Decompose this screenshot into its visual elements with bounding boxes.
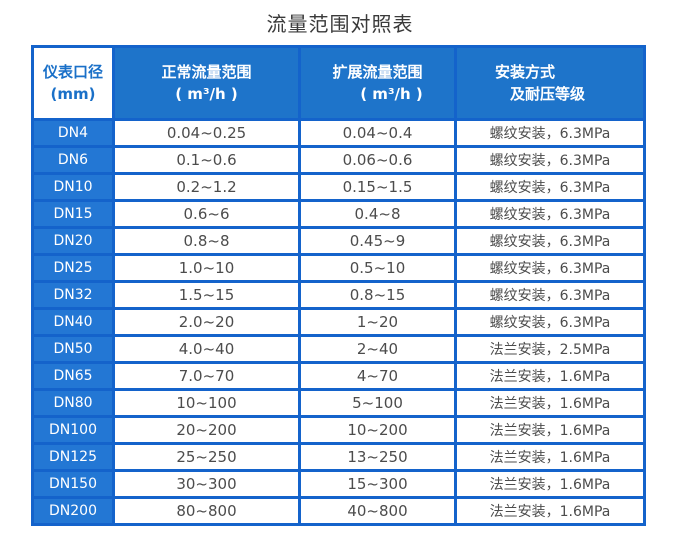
cell-normal-flow-range: 80~800 — [115, 499, 298, 523]
cell-meter-diameter: DN40 — [34, 310, 112, 334]
cell-install-method: 法兰安装，2.5MPa — [457, 337, 643, 361]
header-extended-flow-range: 扩展流量范围 ( m³/h ) — [301, 48, 454, 118]
header-install-method: 安装方式 及耐压等级 — [457, 48, 643, 118]
table-row: DN6 0.1~0.6 0.06~0.6 螺纹安装，6.3MPa — [34, 148, 643, 172]
cell-normal-flow-range: 0.2~1.2 — [115, 175, 298, 199]
cell-extended-flow-range: 4~70 — [301, 364, 454, 388]
cell-meter-diameter: DN6 — [34, 148, 112, 172]
cell-extended-flow-range: 0.4~8 — [301, 202, 454, 226]
cell-install-method: 法兰安装，1.6MPa — [457, 472, 643, 496]
cell-meter-diameter: DN15 — [34, 202, 112, 226]
cell-install-method: 螺纹安装，6.3MPa — [457, 202, 643, 226]
cell-normal-flow-range: 25~250 — [115, 445, 298, 469]
cell-install-method: 螺纹安装，6.3MPa — [457, 229, 643, 253]
cell-normal-flow-range: 7.0~70 — [115, 364, 298, 388]
cell-meter-diameter: DN4 — [34, 121, 112, 145]
header-normal-flow-range: 正常流量范围 ( m³/h ) — [115, 48, 298, 118]
cell-normal-flow-range: 2.0~20 — [115, 310, 298, 334]
table-row: DN80 10~100 5~100 法兰安装，1.6MPa — [34, 391, 643, 415]
table-row: DN100 20~200 10~200 法兰安装，1.6MPa — [34, 418, 643, 442]
cell-meter-diameter: DN20 — [34, 229, 112, 253]
cell-extended-flow-range: 5~100 — [301, 391, 454, 415]
table-row: DN10 0.2~1.2 0.15~1.5 螺纹安装，6.3MPa — [34, 175, 643, 199]
page-title: 流量范围对照表 — [266, 12, 414, 36]
cell-normal-flow-range: 4.0~40 — [115, 337, 298, 361]
cell-install-method: 螺纹安装，6.3MPa — [457, 175, 643, 199]
cell-extended-flow-range: 0.04~0.4 — [301, 121, 454, 145]
cell-install-method: 法兰安装，1.6MPa — [457, 364, 643, 388]
cell-extended-flow-range: 15~300 — [301, 472, 454, 496]
header-normal-flow-label: 正常流量范围 — [161, 63, 252, 81]
cell-meter-diameter: DN100 — [34, 418, 112, 442]
cell-extended-flow-range: 10~200 — [301, 418, 454, 442]
table-row: DN20 0.8~8 0.45~9 螺纹安装，6.3MPa — [34, 229, 643, 253]
cell-extended-flow-range: 0.45~9 — [301, 229, 454, 253]
cell-extended-flow-range: 0.8~15 — [301, 283, 454, 307]
cell-extended-flow-range: 2~40 — [301, 337, 454, 361]
table-row: DN65 7.0~70 4~70 法兰安装，1.6MPa — [34, 364, 643, 388]
cell-normal-flow-range: 0.6~6 — [115, 202, 298, 226]
cell-normal-flow-range: 20~200 — [115, 418, 298, 442]
cell-normal-flow-range: 1.5~15 — [115, 283, 298, 307]
cell-extended-flow-range: 0.15~1.5 — [301, 175, 454, 199]
flow-range-table: 仪表口径 (mm) 正常流量范围 ( m³/h ) 扩展流量范围 ( m³/h … — [31, 45, 646, 526]
cell-normal-flow-range: 0.04~0.25 — [115, 121, 298, 145]
cell-meter-diameter: DN80 — [34, 391, 112, 415]
header-meter-diameter-label: 仪表口径 — [42, 63, 103, 81]
cell-meter-diameter: DN65 — [34, 364, 112, 388]
table-row: DN125 25~250 13~250 法兰安装，1.6MPa — [34, 445, 643, 469]
cell-normal-flow-range: 10~100 — [115, 391, 298, 415]
cell-meter-diameter: DN25 — [34, 256, 112, 280]
header-pressure-rating-label: 及耐压等级 — [510, 85, 586, 103]
cell-meter-diameter: DN125 — [34, 445, 112, 469]
table-body: DN4 0.04~0.25 0.04~0.4 螺纹安装，6.3MPa DN6 0.1~0.… — [34, 121, 643, 523]
header-normal-flow-unit: ( m³/h ) — [175, 85, 238, 103]
header-extended-flow-unit: ( m³/h ) — [360, 85, 423, 103]
cell-meter-diameter: DN32 — [34, 283, 112, 307]
cell-install-method: 法兰安装，1.6MPa — [457, 418, 643, 442]
cell-extended-flow-range: 0.5~10 — [301, 256, 454, 280]
cell-meter-diameter: DN150 — [34, 472, 112, 496]
cell-normal-flow-range: 1.0~10 — [115, 256, 298, 280]
header-extended-flow-label: 扩展流量范围 — [332, 63, 423, 81]
header-row: 仪表口径 (mm) 正常流量范围 ( m³/h ) 扩展流量范围 ( m³/h … — [34, 48, 643, 118]
cell-install-method: 螺纹安装，6.3MPa — [457, 310, 643, 334]
table-row: DN25 1.0~10 0.5~10 螺纹安装，6.3MPa — [34, 256, 643, 280]
cell-install-method: 螺纹安装，6.3MPa — [457, 283, 643, 307]
table-row: DN15 0.6~6 0.4~8 螺纹安装，6.3MPa — [34, 202, 643, 226]
cell-meter-diameter: DN200 — [34, 499, 112, 523]
cell-extended-flow-range: 40~800 — [301, 499, 454, 523]
cell-meter-diameter: DN10 — [34, 175, 112, 199]
cell-install-method: 法兰安装，1.6MPa — [457, 391, 643, 415]
cell-meter-diameter: DN50 — [34, 337, 112, 361]
cell-normal-flow-range: 30~300 — [115, 472, 298, 496]
cell-extended-flow-range: 13~250 — [301, 445, 454, 469]
cell-install-method: 螺纹安装，6.3MPa — [457, 256, 643, 280]
table-row: DN40 2.0~20 1~20 螺纹安装，6.3MPa — [34, 310, 643, 334]
table-row: DN50 4.0~40 2~40 法兰安装，2.5MPa — [34, 337, 643, 361]
cell-install-method: 螺纹安装，6.3MPa — [457, 121, 643, 145]
table-row: DN150 30~300 15~300 法兰安装，1.6MPa — [34, 472, 643, 496]
cell-install-method: 法兰安装，1.6MPa — [457, 499, 643, 523]
table-row: DN200 80~800 40~800 法兰安装，1.6MPa — [34, 499, 643, 523]
cell-extended-flow-range: 0.06~0.6 — [301, 148, 454, 172]
cell-normal-flow-range: 0.8~8 — [115, 229, 298, 253]
cell-install-method: 法兰安装，1.6MPa — [457, 445, 643, 469]
cell-normal-flow-range: 0.1~0.6 — [115, 148, 298, 172]
table-row: DN32 1.5~15 0.8~15 螺纹安装，6.3MPa — [34, 283, 643, 307]
cell-extended-flow-range: 1~20 — [301, 310, 454, 334]
cell-install-method: 螺纹安装，6.3MPa — [457, 148, 643, 172]
header-install-method-label: 安装方式 — [495, 63, 556, 81]
header-meter-diameter: 仪表口径 (mm) — [34, 48, 112, 118]
header-meter-diameter-unit: (mm) — [50, 85, 96, 103]
table-row: DN4 0.04~0.25 0.04~0.4 螺纹安装，6.3MPa — [34, 121, 643, 145]
